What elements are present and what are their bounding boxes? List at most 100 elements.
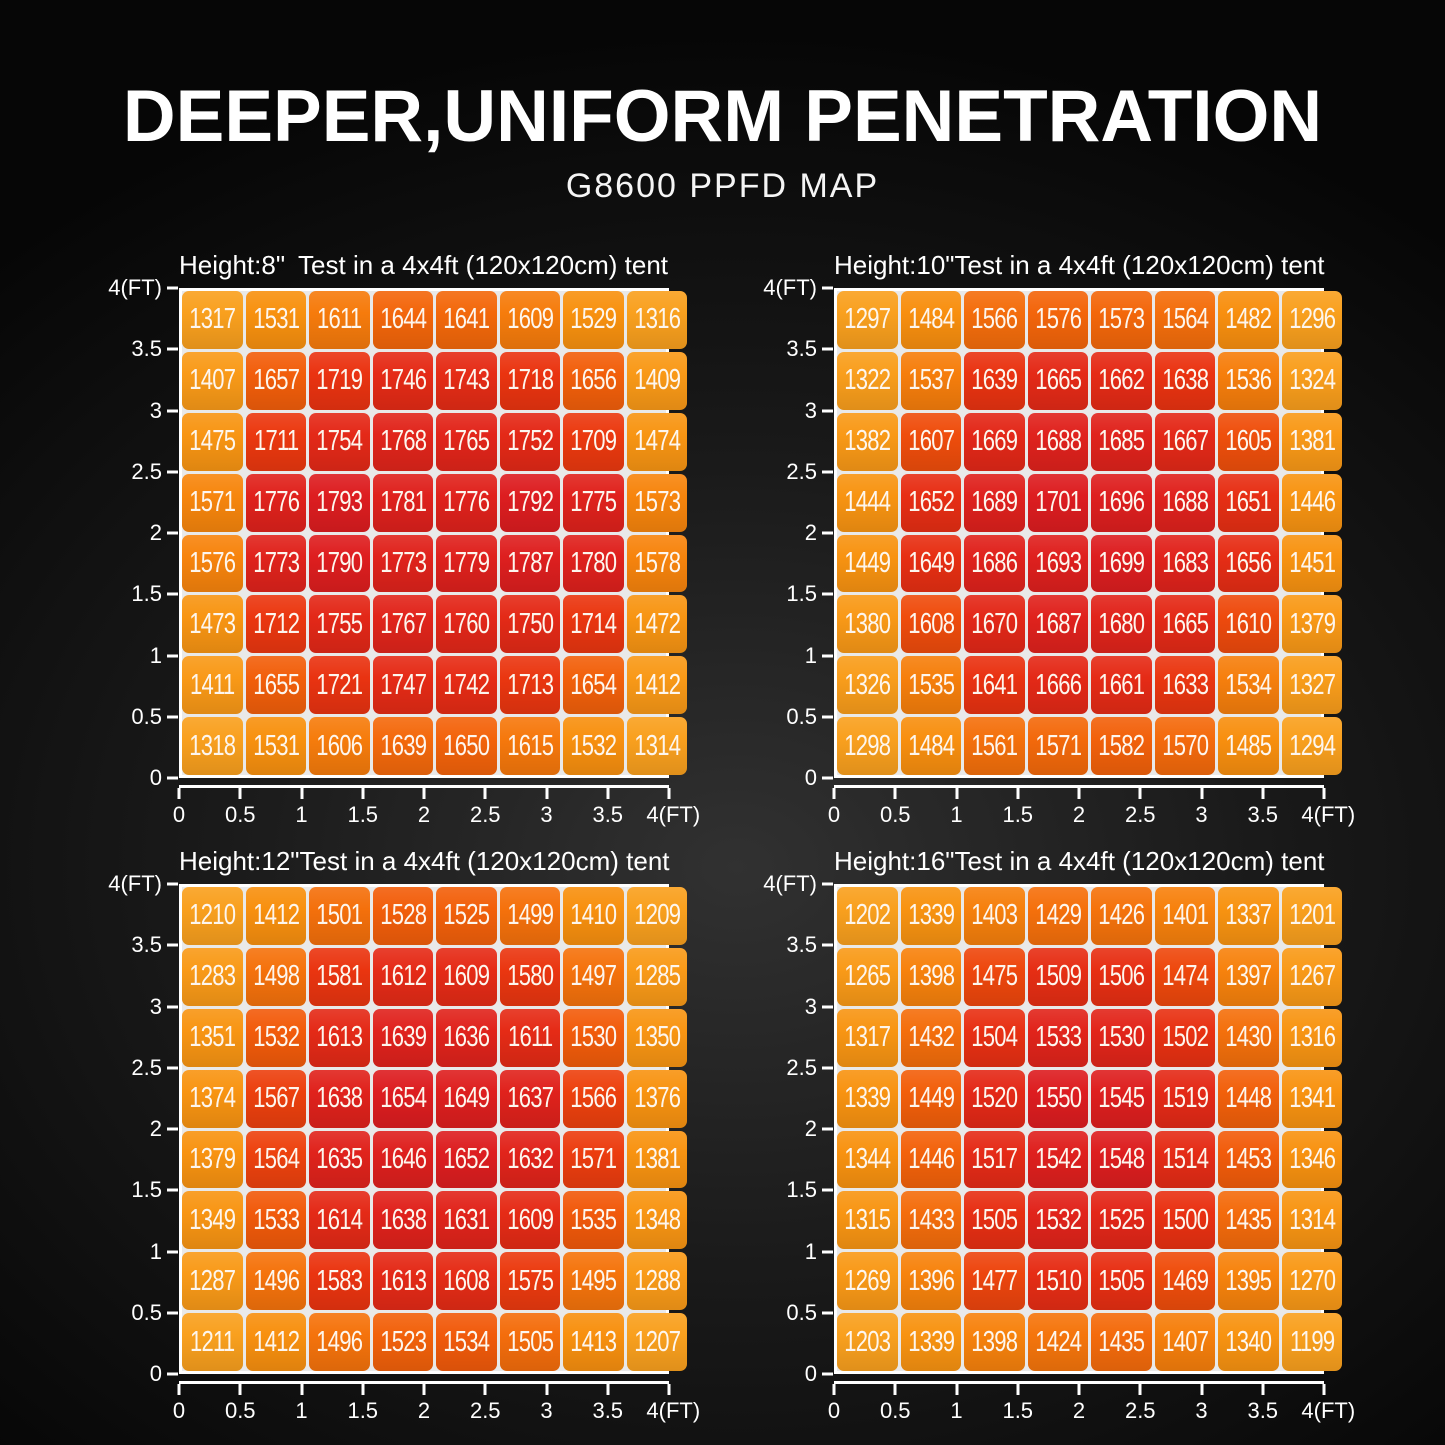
ppfd-cell: 1499 [499,887,561,945]
ppfd-cell: 1351 [182,1008,243,1067]
ppfd-cell: 1532 [1027,1191,1089,1250]
ppfd-cell: 1537 [900,351,962,410]
ppfd-cell: 1339 [900,1313,962,1371]
ppfd-cell: 1662 [1091,351,1152,410]
y-axis-tick [167,531,178,535]
ppfd-cell: 1649 [436,1069,497,1128]
x-axis-label: 4(FT) [646,802,701,827]
ppfd-cell: 1509 [1027,947,1089,1006]
ppfd-cell: 1322 [837,351,898,410]
ppfd-value: 1612 [379,960,427,993]
ppfd-value: 1324 [1288,364,1336,397]
ppfd-cell: 1510 [1027,1252,1089,1311]
y-axis-tick [167,943,178,947]
ppfd-value: 1322 [844,364,891,397]
ppfd-value: 1315 [844,1203,891,1236]
ppfd-cell: 1573 [626,473,688,532]
ppfd-cell: 1435 [1091,1313,1152,1371]
ppfd-cell: 1654 [372,1069,434,1128]
x-axis-tick [300,788,303,799]
ppfd-value: 1409 [633,364,681,397]
ppfd-cell: 1411 [182,656,243,715]
ppfd-cell: 1530 [563,1008,624,1067]
ppfd-cell: 1426 [1091,887,1152,945]
ppfd-cell: 1348 [626,1191,688,1250]
y-axis-tick [822,1311,833,1315]
x-axis: 0 0.5 1 1.5 2 2.5 3 3.5 4(FT) [173,1381,700,1423]
ppfd-value: 1446 [907,1142,955,1175]
ppfd-value: 1687 [1034,607,1082,640]
x-axis-tick [1261,1384,1265,1395]
y-axis-label: 4(FT) [108,871,162,896]
ppfd-cell: 1265 [837,947,898,1006]
y-axis-label: 1.5 [131,581,162,607]
x-axis-tick [238,1384,242,1395]
ppfd-cell: 1665 [1027,351,1089,410]
ppfd-value: 1430 [1225,1021,1272,1054]
ppfd-value: 1754 [316,425,363,458]
y-axis-tick [822,531,833,535]
ppfd-cell: 1750 [499,595,561,654]
plot-wrap: 4(FT) 3.5 3 2.5 2 1.5 1 0.5 0 1210 1412 1501 1528 15… [108,871,700,1423]
ppfd-value: 1500 [1161,1203,1209,1236]
ppfd-cell: 1639 [964,351,1025,410]
ppfd-value: 1582 [1098,729,1145,762]
ppfd-value: 1742 [443,668,490,701]
ppfd-cell: 1528 [372,887,434,945]
y-axis-label: 2.5 [786,1054,817,1080]
ppfd-value: 1532 [570,729,617,762]
ppfd-value: 1472 [633,607,681,640]
y-axis-tick [822,409,833,412]
y-axis-label: 0.5 [131,703,162,729]
ppfd-value: 1793 [316,486,363,519]
ppfd-cell: 1316 [1281,1008,1343,1067]
ppfd-value: 1474 [1161,960,1209,993]
ppfd-value: 1351 [189,1021,236,1054]
ppfd-value: 1654 [379,1082,427,1115]
y-axis-tick [822,286,833,290]
ppfd-value: 1203 [844,1325,891,1358]
y-axis-tick [167,715,178,719]
ppfd-cell: 1316 [626,291,688,349]
ppfd-value: 1288 [633,1264,681,1297]
ppfd-value: 1287 [189,1264,236,1297]
ppfd-cell: 1754 [309,412,370,471]
ppfd-cell: 1571 [182,473,243,532]
ppfd-cell: 1792 [499,473,561,532]
ppfd-value: 1475 [971,960,1018,993]
x-axis-label: 1 [295,802,308,827]
y-axis-tick [822,1188,833,1192]
ppfd-cell: 1701 [1027,473,1089,532]
y-axis: 4(FT) 3.5 3 2.5 2 1.5 1 0.5 0 [108,275,179,790]
ppfd-cell: 1396 [900,1252,962,1311]
ppfd-cell: 1686 [964,534,1025,593]
y-axis-tick [167,776,178,780]
ppfd-cell: 1609 [436,947,497,1006]
ppfd-cell: 1752 [499,412,561,471]
ppfd-cell: 1768 [372,412,434,471]
y-axis-label: 3 [149,993,162,1019]
x-axis-label: 1.5 [347,1398,379,1423]
ppfd-value: 1533 [1034,1021,1082,1054]
ppfd-cell: 1582 [1091,717,1152,775]
x-axis-tick [238,788,242,799]
title-block: DEEPER,UNIFORM PENETRATION G8600 PPFD MA… [0,0,1445,206]
ppfd-value: 1314 [1288,1203,1336,1236]
ppfd-value: 1529 [570,303,617,336]
ppfd-value: 1699 [1098,546,1145,579]
ppfd-cell: 1500 [1154,1191,1216,1250]
ppfd-value: 1646 [379,1142,427,1175]
ppfd-value: 1613 [379,1264,427,1297]
ppfd-cell: 1531 [245,291,307,349]
x-axis-tick [667,1384,671,1395]
ppfd-value: 1496 [316,1325,363,1358]
x-axis-label: 4(FT) [1301,1398,1356,1423]
ppfd-cell: 1449 [837,534,898,593]
ppfd-value: 1632 [506,1142,554,1175]
y-axis-label: 2 [149,1116,162,1141]
x-axis-tick [483,788,487,799]
ppfd-value: 1398 [971,1325,1018,1358]
ppfd-value: 1514 [1161,1142,1209,1175]
ppfd-value: 1661 [1098,668,1145,701]
ppfd-value: 1349 [189,1203,236,1236]
